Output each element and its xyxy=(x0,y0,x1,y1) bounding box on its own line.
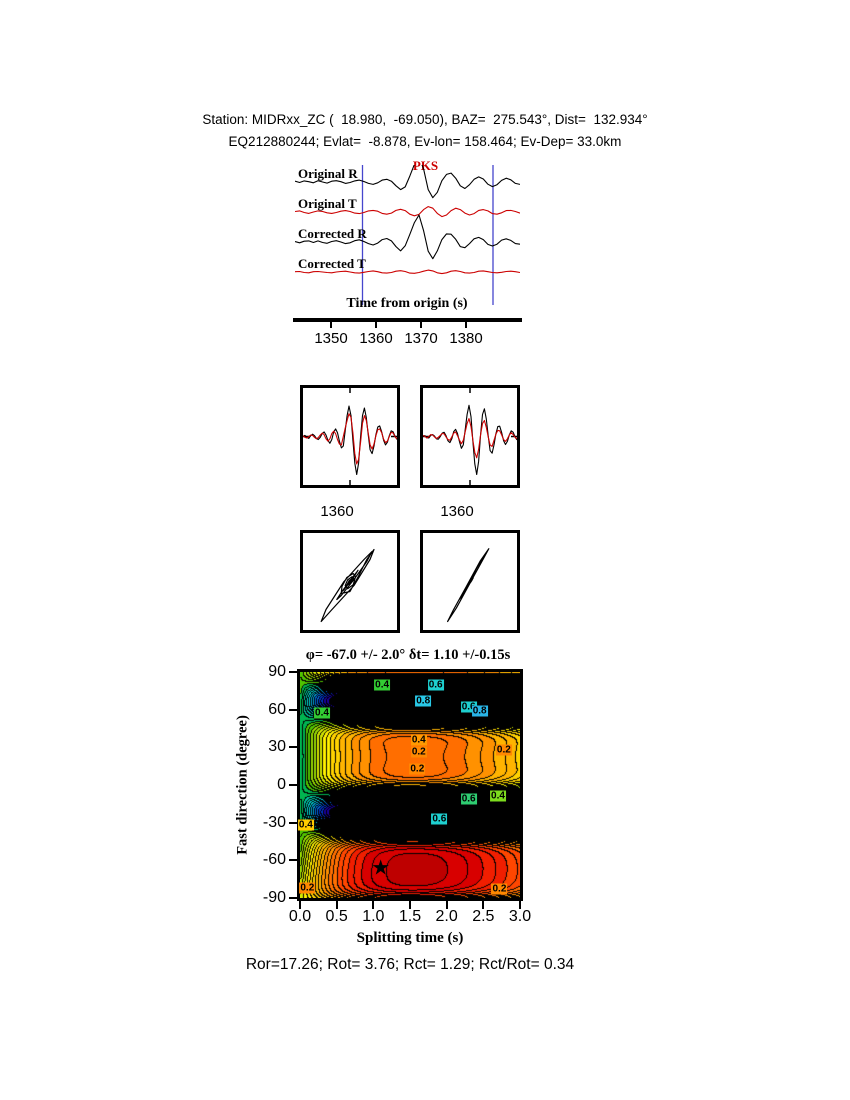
window-seismogram-box-1 xyxy=(300,385,400,488)
trace-polyline xyxy=(295,269,520,275)
quality-stats: Ror=17.26; Rot= 3.76; Rct= 1.29; Rct/Rot… xyxy=(245,956,575,973)
contour-level-label: 0.6 xyxy=(460,793,477,805)
contour-x-tick-mark xyxy=(482,901,485,909)
splitting-result-title: φ= -67.0 +/- 2.0° δt= 1.10 +/-0.15s xyxy=(305,647,511,663)
x-tick-label: 1370 xyxy=(404,330,438,347)
contour-level-label: 0.4 xyxy=(490,790,506,802)
x-tick-mark xyxy=(465,321,467,328)
window-tick-label-2: 1360 xyxy=(440,503,474,520)
contour-x-tick-mark xyxy=(335,901,338,909)
contour-y-tick-label: -30 xyxy=(262,813,286,831)
x-tick-label: 1360 xyxy=(359,330,393,347)
contour-y-tick-mark xyxy=(289,784,297,786)
x-tick-label: 1350 xyxy=(314,330,348,347)
contour-x-tick-label: 3.0 xyxy=(508,908,532,925)
contour-level-label: 0.2 xyxy=(299,882,316,894)
particle-motion-box-1 xyxy=(300,530,400,633)
misfit-contour-plot: ★ 0.4 0.6 0.8 0.4 0.6 0.8 0.4 0.2 0.2 0.2 0.6 0.4 0.… xyxy=(297,669,523,901)
trace-label-original-t: Original T xyxy=(298,196,357,211)
contour-level-label: 0.8 xyxy=(415,695,432,707)
particle-motion-path xyxy=(447,548,490,623)
window-trace-r xyxy=(423,404,517,476)
window-trace-t xyxy=(423,418,517,459)
time-axis-line xyxy=(293,318,522,322)
contour-x-tick-label: 0.0 xyxy=(288,908,312,925)
trace-label-original-r: Original R xyxy=(298,166,358,181)
contour-y-tick-label: 60 xyxy=(268,700,286,718)
trace-polyline xyxy=(295,214,520,260)
contour-y-tick-label: -60 xyxy=(262,851,286,869)
contour-x-tick-mark xyxy=(445,901,448,909)
waveform-plot xyxy=(295,165,520,305)
contour-x-tick-label: 1.5 xyxy=(398,908,422,925)
contour-x-tick-mark xyxy=(299,901,301,909)
time-axis-title: Time from origin (s) xyxy=(346,296,468,311)
trace-label-corrected-t: Corrected T xyxy=(298,256,366,271)
contour-y-tick-label: 90 xyxy=(268,663,286,680)
best-fit-star: ★ xyxy=(371,856,391,880)
event-info: EQ212880244; Evlat= -8.878, Ev-lon= 158.… xyxy=(228,134,622,149)
contour-x-tick-mark xyxy=(409,901,411,909)
window-tick-label-1: 1360 xyxy=(320,503,354,520)
contour-x-tick-label: 0.5 xyxy=(325,908,348,925)
x-axis-label: Splitting time (s) xyxy=(356,930,464,946)
particle-motion-box-2 xyxy=(420,530,520,633)
particle-motion-path xyxy=(320,548,375,623)
contour-level-label: 0.4 xyxy=(297,819,314,831)
contour-x-tick-label: 1.0 xyxy=(362,908,385,925)
contour-level-label: 0.6 xyxy=(431,813,448,825)
contour-x-tick-label: 2.0 xyxy=(435,908,458,925)
x-tick-label: 1380 xyxy=(449,330,483,347)
contour-level-label: 0.2 xyxy=(410,746,427,758)
x-tick-mark xyxy=(375,321,377,328)
contour-y-tick-mark xyxy=(289,746,297,749)
contour-y-tick-mark xyxy=(289,859,297,862)
contour-level-label: 0.4 xyxy=(314,707,330,719)
contour-y-tick-label: -90 xyxy=(262,889,286,906)
contour-y-tick-label: 30 xyxy=(268,738,286,756)
contour-level-label: 0.8 xyxy=(471,705,488,717)
phase-marker-label: PKS xyxy=(412,158,439,173)
contour-level-label: 0.4 xyxy=(374,679,391,691)
x-tick-mark xyxy=(420,321,422,328)
contour-y-tick-label: 0 xyxy=(277,776,286,793)
contour-x-tick-mark xyxy=(372,901,375,909)
contour-level-label: 0.2 xyxy=(495,744,512,756)
contour-level-label: 0.4 xyxy=(410,734,427,746)
contour-level-label: 0.2 xyxy=(491,883,508,895)
contour-y-tick-mark xyxy=(289,708,297,711)
contour-level-label: 0.6 xyxy=(460,701,477,713)
window-seismogram-box-2 xyxy=(420,385,520,488)
trace-polyline xyxy=(295,165,520,199)
x-tick-mark xyxy=(330,321,332,328)
window-trace-t xyxy=(303,413,397,465)
trace-label-corrected-r: Corrected R xyxy=(298,226,367,241)
trace-polyline xyxy=(295,206,520,218)
contour-level-label: 0.6 xyxy=(427,679,444,691)
contour-x-tick-label: 2.5 xyxy=(472,908,495,925)
contour-x-tick-mark xyxy=(519,901,521,909)
contour-y-tick-mark xyxy=(289,821,297,824)
contour-y-tick-mark xyxy=(289,897,297,899)
contour-level-label: 0.2 xyxy=(409,763,426,775)
contour-y-tick-mark xyxy=(289,671,297,673)
station-info: Station: MIDRxx_ZC ( 18.980, -69.050), B… xyxy=(202,112,648,127)
